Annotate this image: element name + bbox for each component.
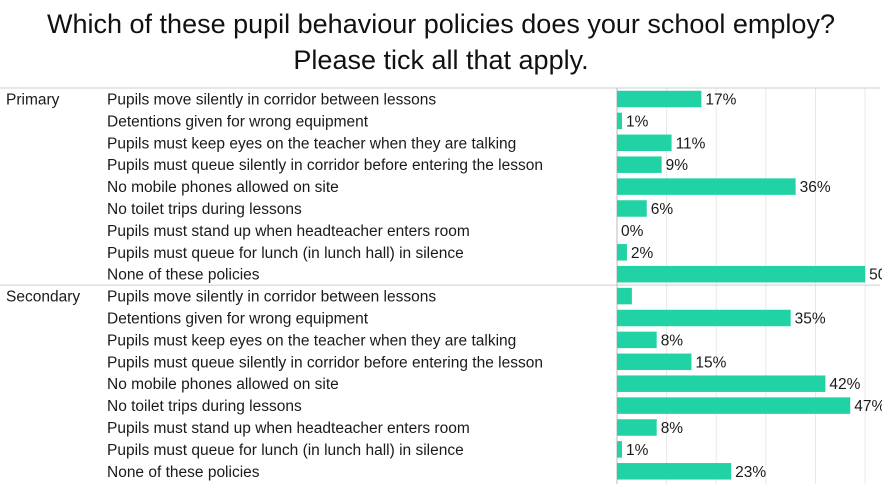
value-label: 35% bbox=[795, 311, 826, 328]
value-label: 11% bbox=[676, 135, 706, 152]
bar bbox=[617, 90, 702, 108]
bar bbox=[617, 244, 627, 261]
value-label: 2% bbox=[631, 245, 654, 262]
value-label: 9% bbox=[666, 157, 689, 174]
chart-title-line-2: Please tick all that apply. bbox=[293, 45, 589, 75]
bar bbox=[617, 134, 672, 152]
category-label: Pupils must queue for lunch (in lunch ha… bbox=[107, 442, 464, 459]
bar bbox=[617, 112, 622, 130]
category-label: Pupils must queue for lunch (in lunch ha… bbox=[107, 245, 464, 262]
bar bbox=[617, 200, 647, 217]
category-label: Pupils must keep eyes on the teacher whe… bbox=[107, 135, 516, 152]
bar bbox=[617, 375, 826, 392]
bar bbox=[617, 178, 796, 195]
category-label: Pupils must queue silently in corridor b… bbox=[107, 354, 543, 371]
group-label: Primary bbox=[6, 92, 60, 109]
category-label: Pupils must stand up when headteacher en… bbox=[107, 223, 470, 240]
bar bbox=[617, 156, 662, 173]
value-label: 17% bbox=[705, 92, 736, 109]
category-label: No toilet trips during lessons bbox=[107, 398, 302, 415]
category-label: Detentions given for wrong equipment bbox=[107, 113, 369, 130]
value-label: 36% bbox=[800, 179, 831, 196]
value-label: 23% bbox=[735, 464, 766, 481]
category-label: No mobile phones allowed on site bbox=[107, 376, 339, 393]
category-label: Pupils move silently in corridor between… bbox=[107, 289, 436, 306]
bar bbox=[617, 441, 622, 458]
chart-title: Which of these pupil behaviour policies … bbox=[0, 6, 882, 78]
bar bbox=[617, 309, 791, 327]
value-label: 8% bbox=[661, 332, 684, 349]
value-label: 50% bbox=[869, 267, 882, 284]
category-label: Detentions given for wrong equipment bbox=[107, 311, 369, 328]
bar bbox=[617, 419, 657, 436]
value-label: 1% bbox=[626, 442, 649, 459]
bar bbox=[617, 463, 732, 480]
value-label: 0% bbox=[621, 223, 644, 240]
category-label: No toilet trips during lessons bbox=[107, 201, 302, 218]
category-label: Pupils must queue silently in corridor b… bbox=[107, 157, 543, 174]
value-label: 15% bbox=[695, 354, 726, 371]
category-label: None of these policies bbox=[107, 267, 260, 284]
value-label: 1% bbox=[626, 113, 649, 130]
value-label: 6% bbox=[651, 201, 674, 218]
value-label: 42% bbox=[829, 376, 860, 393]
bar bbox=[617, 353, 692, 371]
category-label: Pupils must stand up when headteacher en… bbox=[107, 420, 470, 437]
bar bbox=[617, 331, 657, 349]
value-label: 47% bbox=[854, 398, 882, 415]
chart-title-line-1: Which of these pupil behaviour policies … bbox=[47, 9, 835, 39]
category-label: Pupils must keep eyes on the teacher whe… bbox=[107, 332, 516, 349]
bar bbox=[617, 265, 866, 283]
bar bbox=[617, 397, 851, 414]
group-label: Secondary bbox=[6, 289, 80, 306]
bar bbox=[617, 287, 632, 305]
category-label: None of these policies bbox=[107, 464, 260, 481]
category-label: Pupils move silently in corridor between… bbox=[107, 92, 436, 109]
value-label: 8% bbox=[661, 420, 684, 437]
category-label: No mobile phones allowed on site bbox=[107, 179, 339, 196]
